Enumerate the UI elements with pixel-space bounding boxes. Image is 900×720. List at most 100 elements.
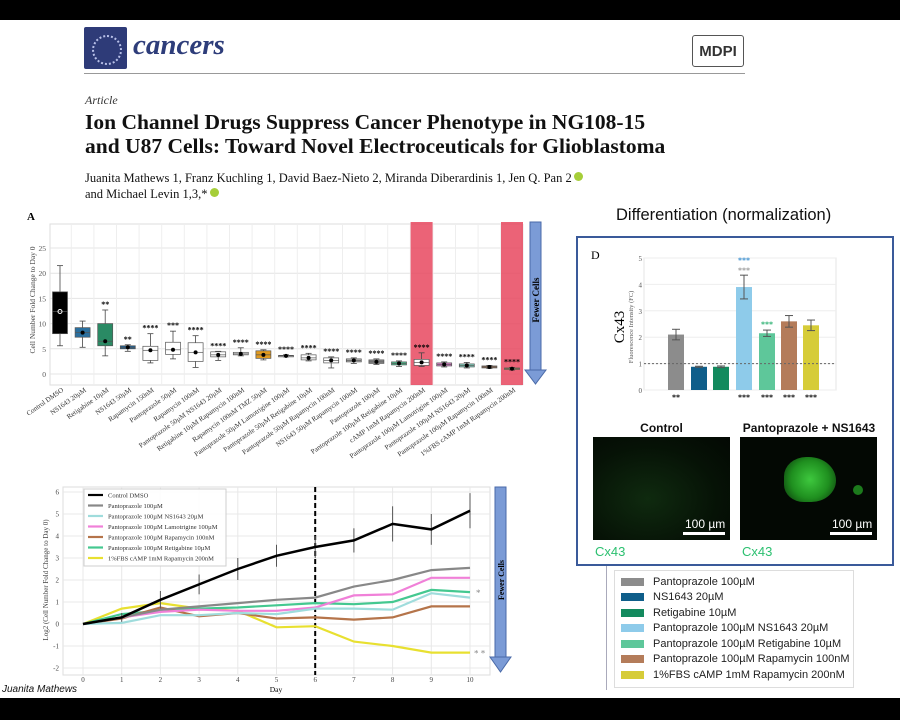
bar bbox=[736, 287, 752, 390]
significance-label: **** bbox=[346, 348, 362, 357]
y-tick-label: 20 bbox=[39, 269, 47, 278]
legend-box bbox=[83, 488, 227, 567]
mean-marker bbox=[419, 360, 424, 365]
cell-fragment bbox=[853, 485, 863, 495]
significance-label: *** bbox=[805, 393, 817, 402]
y-tick-label: 5 bbox=[639, 255, 643, 263]
journal-name: cancers bbox=[133, 29, 225, 61]
legend-label: NS1643 20µM bbox=[653, 591, 724, 604]
y-tick-label: 10 bbox=[39, 320, 47, 329]
legend-item: Pantoprazole 100µM Retigabine 10µM bbox=[621, 636, 853, 652]
mean-marker bbox=[487, 364, 492, 369]
y-axis-label: Log2 (Cell Number Fold Change to Day 0) bbox=[42, 519, 50, 641]
mean-marker bbox=[442, 362, 447, 367]
mean-marker bbox=[261, 352, 266, 357]
legend-label: Pantoprazole 100µM Retigabine 10µM bbox=[108, 545, 210, 552]
chart-d: D 0 1 2 3 4 5 Cx43 Fluorescence Intensity (FC) **… bbox=[591, 248, 837, 402]
y-tick-label: 5 bbox=[42, 345, 46, 354]
box bbox=[52, 291, 68, 335]
bottom-letterbox bbox=[0, 698, 900, 720]
differentiation-heading: Differentiation (normalization) bbox=[616, 206, 832, 224]
control-micrograph: 100 µm bbox=[593, 437, 730, 540]
cx43-axis-title: Cx43 bbox=[612, 311, 628, 344]
scale-bar bbox=[683, 532, 725, 535]
scale-label: 100 µm bbox=[832, 517, 873, 531]
legend-swatch bbox=[621, 670, 644, 679]
control-image-title: Control bbox=[640, 421, 683, 435]
y-tick-label: 2 bbox=[639, 334, 643, 342]
legend-swatch bbox=[621, 608, 644, 617]
chart-b: -2 -1 0 1 2 3 4 5 6 0 1 2 3 4 5 6 7 8 9 10 Day Log2 (Cell Num… bbox=[42, 486, 512, 694]
legend-label: Pantoprazole 100µM Rapamycin 100nM bbox=[108, 535, 215, 542]
x-tick-label: 1 bbox=[120, 676, 124, 684]
legend-label: Pantoprazole 100µM NS1643 20µM bbox=[653, 622, 829, 635]
y-tick-label: 3 bbox=[56, 555, 60, 563]
significance-label: **** bbox=[368, 349, 384, 358]
significance-label: **** bbox=[414, 343, 430, 352]
x-tick-label: 6 bbox=[313, 676, 317, 684]
arrow-head-icon bbox=[524, 369, 547, 385]
y-tick-label: 6 bbox=[56, 489, 60, 497]
significance-label: **** bbox=[481, 355, 497, 364]
scale-label: 100 µm bbox=[685, 517, 726, 531]
y-tick-label: 4 bbox=[56, 533, 60, 541]
legend-label: Pantoprazole 100µM Retigabine 10µM bbox=[653, 637, 842, 650]
authors-line-1: Juanita Mathews 1, Franz Kuchling 1, Dav… bbox=[85, 171, 572, 185]
stain-label-control: Cx43 bbox=[595, 544, 626, 559]
legend-label: Pantoprazole 100µM NS1643 20µM bbox=[108, 514, 204, 521]
x-tick-label: 0 bbox=[81, 676, 85, 684]
x-tick-label: 5 bbox=[275, 676, 279, 684]
significance-label: **** bbox=[278, 345, 294, 354]
x-axis-label: Day bbox=[270, 685, 283, 694]
y-tick-label: -1 bbox=[53, 643, 59, 651]
legend-swatch bbox=[621, 655, 644, 664]
y-tick-label: -2 bbox=[53, 665, 59, 673]
mean-marker bbox=[103, 339, 108, 344]
mean-marker bbox=[193, 350, 198, 355]
y-tick-label: 2 bbox=[56, 577, 60, 585]
y-axis-label: Cell Number Fold Change to Day 0 bbox=[28, 246, 37, 353]
y-tick-label: 15 bbox=[39, 294, 47, 303]
legend-label: Retigabine 10µM bbox=[653, 606, 737, 619]
significance-label: *** bbox=[738, 266, 750, 275]
mean-marker bbox=[464, 363, 469, 368]
x-tick-label: 9 bbox=[430, 676, 434, 684]
bar bbox=[668, 334, 684, 390]
authors-line-2: and Michael Levin 1,3,* bbox=[85, 187, 208, 201]
mean-marker bbox=[397, 361, 401, 366]
plot-area bbox=[49, 223, 523, 386]
mean-marker bbox=[351, 358, 356, 363]
header-divider bbox=[84, 73, 745, 74]
legend-item: Retigabine 10µM bbox=[621, 605, 853, 621]
y-tick-label: 4 bbox=[639, 281, 643, 289]
bar bbox=[759, 333, 775, 390]
mean-marker bbox=[329, 358, 334, 363]
significance-label: **** bbox=[255, 340, 271, 349]
y-tick-label: 0 bbox=[42, 370, 46, 379]
legend-swatch bbox=[621, 593, 644, 602]
legend-swatch bbox=[621, 577, 644, 586]
y-axis-label: Fluorescence Intensity (FC) bbox=[628, 291, 635, 364]
significance-label: **** bbox=[436, 352, 452, 361]
legend-label: Pantoprazole 100µM Rapamycin 100nM bbox=[653, 653, 850, 666]
title-line-1: Ion Channel Drugs Suppress Cancer Phenot… bbox=[85, 110, 646, 134]
panel-d-legend: Pantoprazole 100µM NS1643 20µM Retigabine … bbox=[614, 570, 854, 688]
orcid-icon bbox=[573, 172, 583, 181]
significance-label: ** bbox=[101, 300, 109, 309]
scale-bar bbox=[830, 532, 872, 535]
significance-label: **** bbox=[233, 338, 249, 347]
box bbox=[142, 345, 159, 361]
y-tick-label: 1 bbox=[639, 361, 643, 369]
mean-marker bbox=[374, 359, 379, 364]
top-letterbox bbox=[0, 0, 900, 20]
arrow-label: Fewer Cells bbox=[531, 277, 541, 323]
title-line-2: and U87 Cells: Toward Novel Electroceuti… bbox=[85, 134, 666, 158]
legend-item: Pantoprazole 100µM Rapamycin 100nM bbox=[621, 652, 853, 668]
x-tick-label: 2 bbox=[159, 676, 163, 684]
x-tick-label: 3 bbox=[197, 676, 201, 684]
stain-label-treated: Cx43 bbox=[742, 544, 773, 559]
y-tick-label: 1 bbox=[56, 599, 60, 607]
article-type: Article bbox=[85, 93, 118, 107]
significance-label: **** bbox=[142, 324, 158, 333]
legend-item: 1%FBS cAMP 1mM Rapamycin 200nM bbox=[621, 667, 853, 683]
